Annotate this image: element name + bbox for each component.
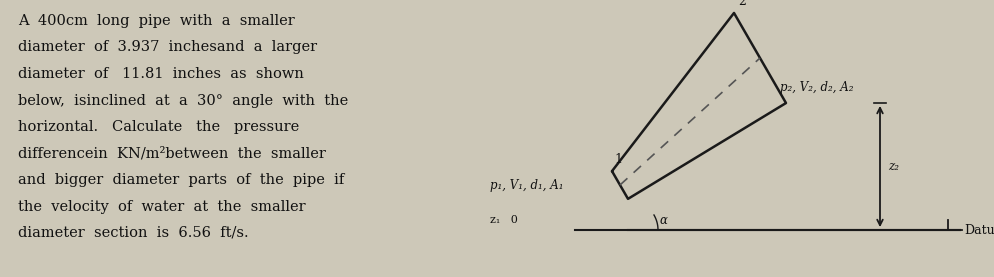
Text: diameter  of   11.81  inches  as  shown: diameter of 11.81 inches as shown: [18, 67, 304, 81]
Text: the  velocity  of  water  at  the  smaller: the velocity of water at the smaller: [18, 199, 305, 214]
Text: α: α: [660, 214, 668, 227]
Text: below,  isinclined  at  a  30°  angle  with  the: below, isinclined at a 30° angle with th…: [18, 94, 348, 107]
Text: p₂, V₂, d₂, A₂: p₂, V₂, d₂, A₂: [780, 81, 854, 94]
Text: z₁   0: z₁ 0: [490, 215, 518, 225]
Text: horizontal.   Calculate   the   pressure: horizontal. Calculate the pressure: [18, 120, 299, 134]
Text: 2: 2: [738, 0, 746, 8]
Text: p₁, V₁, d₁, A₁: p₁, V₁, d₁, A₁: [490, 178, 564, 191]
Text: differencein  KN/m²between  the  smaller: differencein KN/m²between the smaller: [18, 147, 326, 160]
Text: Datum: Datum: [964, 224, 994, 237]
Text: and  bigger  diameter  parts  of  the  pipe  if: and bigger diameter parts of the pipe if: [18, 173, 344, 187]
Text: diameter  of  3.937  inchesand  a  larger: diameter of 3.937 inchesand a larger: [18, 40, 317, 55]
Text: z₂: z₂: [888, 160, 899, 173]
Text: A  400cm  long  pipe  with  a  smaller: A 400cm long pipe with a smaller: [18, 14, 295, 28]
Text: 1: 1: [614, 153, 622, 166]
Text: diameter  section  is  6.56  ft/s.: diameter section is 6.56 ft/s.: [18, 226, 248, 240]
